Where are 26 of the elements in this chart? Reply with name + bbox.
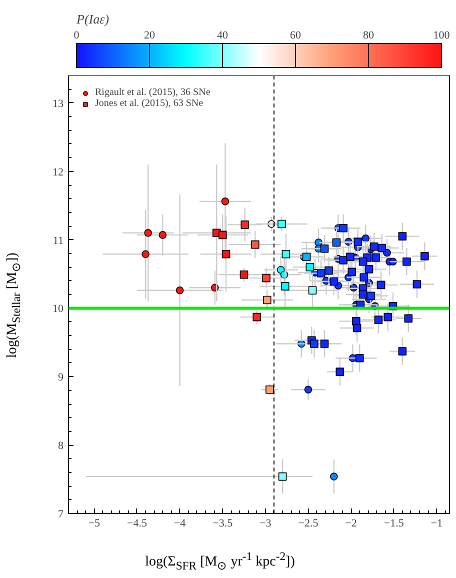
x-tick-label: −2.5 (298, 518, 319, 530)
legend-label: Jones et al. (2015), 63 SNe (95, 98, 204, 109)
x-tick-label: −5 (88, 518, 101, 530)
y-tick-label: 7 (58, 508, 64, 520)
text: log(Σ$_{SFR}$ [M$_{⊙}$ yr$^{-1}$ kpc$^{-2}$]) (145, 550, 295, 572)
color-bar-label: 80 (363, 30, 374, 42)
x-tick-label: −3 (260, 518, 272, 530)
x-tick-label: −3.5 (212, 518, 234, 530)
color-bar-label: 100 (433, 30, 450, 42)
y-tick-label: 8 (58, 440, 64, 452)
color-bar-label: 0 (74, 30, 80, 42)
x-tick-label: −1.5 (384, 518, 404, 530)
color-bar-label: 40 (217, 30, 228, 42)
x-tick-label: −1 (430, 518, 443, 530)
y-tick-label: 12 (52, 166, 64, 178)
y-tick-label: 9 (58, 372, 64, 384)
legend-label: Rigault et al. (2015), 36 SNe (95, 87, 210, 98)
color-bar-title: P(Iaε) (76, 12, 110, 26)
y-tick-label: 10 (52, 303, 64, 316)
color-bar-label: 60 (290, 30, 302, 42)
x-tick-label: −4 (174, 518, 186, 530)
x-tick-label: −4.5 (127, 518, 148, 530)
y-tick-label: 13 (52, 98, 64, 110)
x-tick-label: −2 (345, 518, 357, 530)
color-bar-label: 20 (144, 30, 156, 42)
y-tick-label: 11 (52, 234, 64, 247)
